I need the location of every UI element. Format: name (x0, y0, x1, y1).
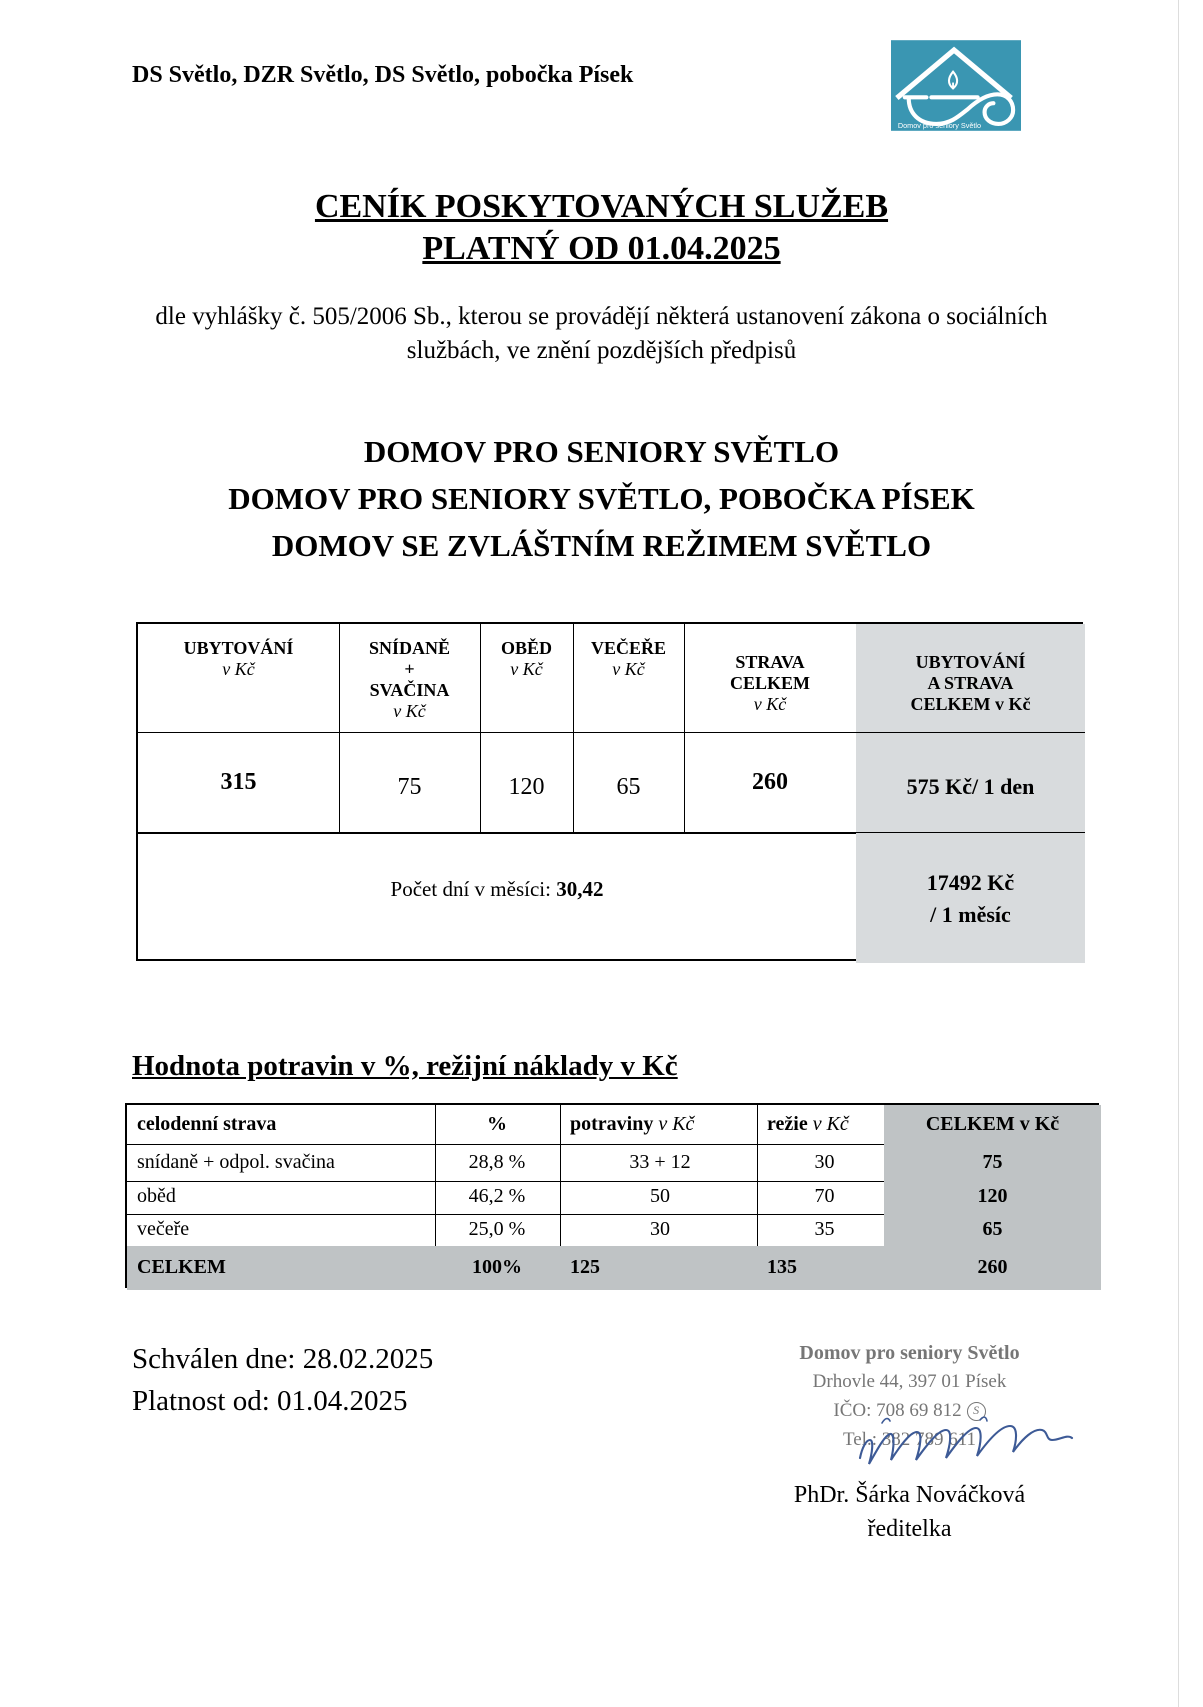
svg-text:Domov pro seniory Světlo: Domov pro seniory Světlo (898, 121, 981, 130)
